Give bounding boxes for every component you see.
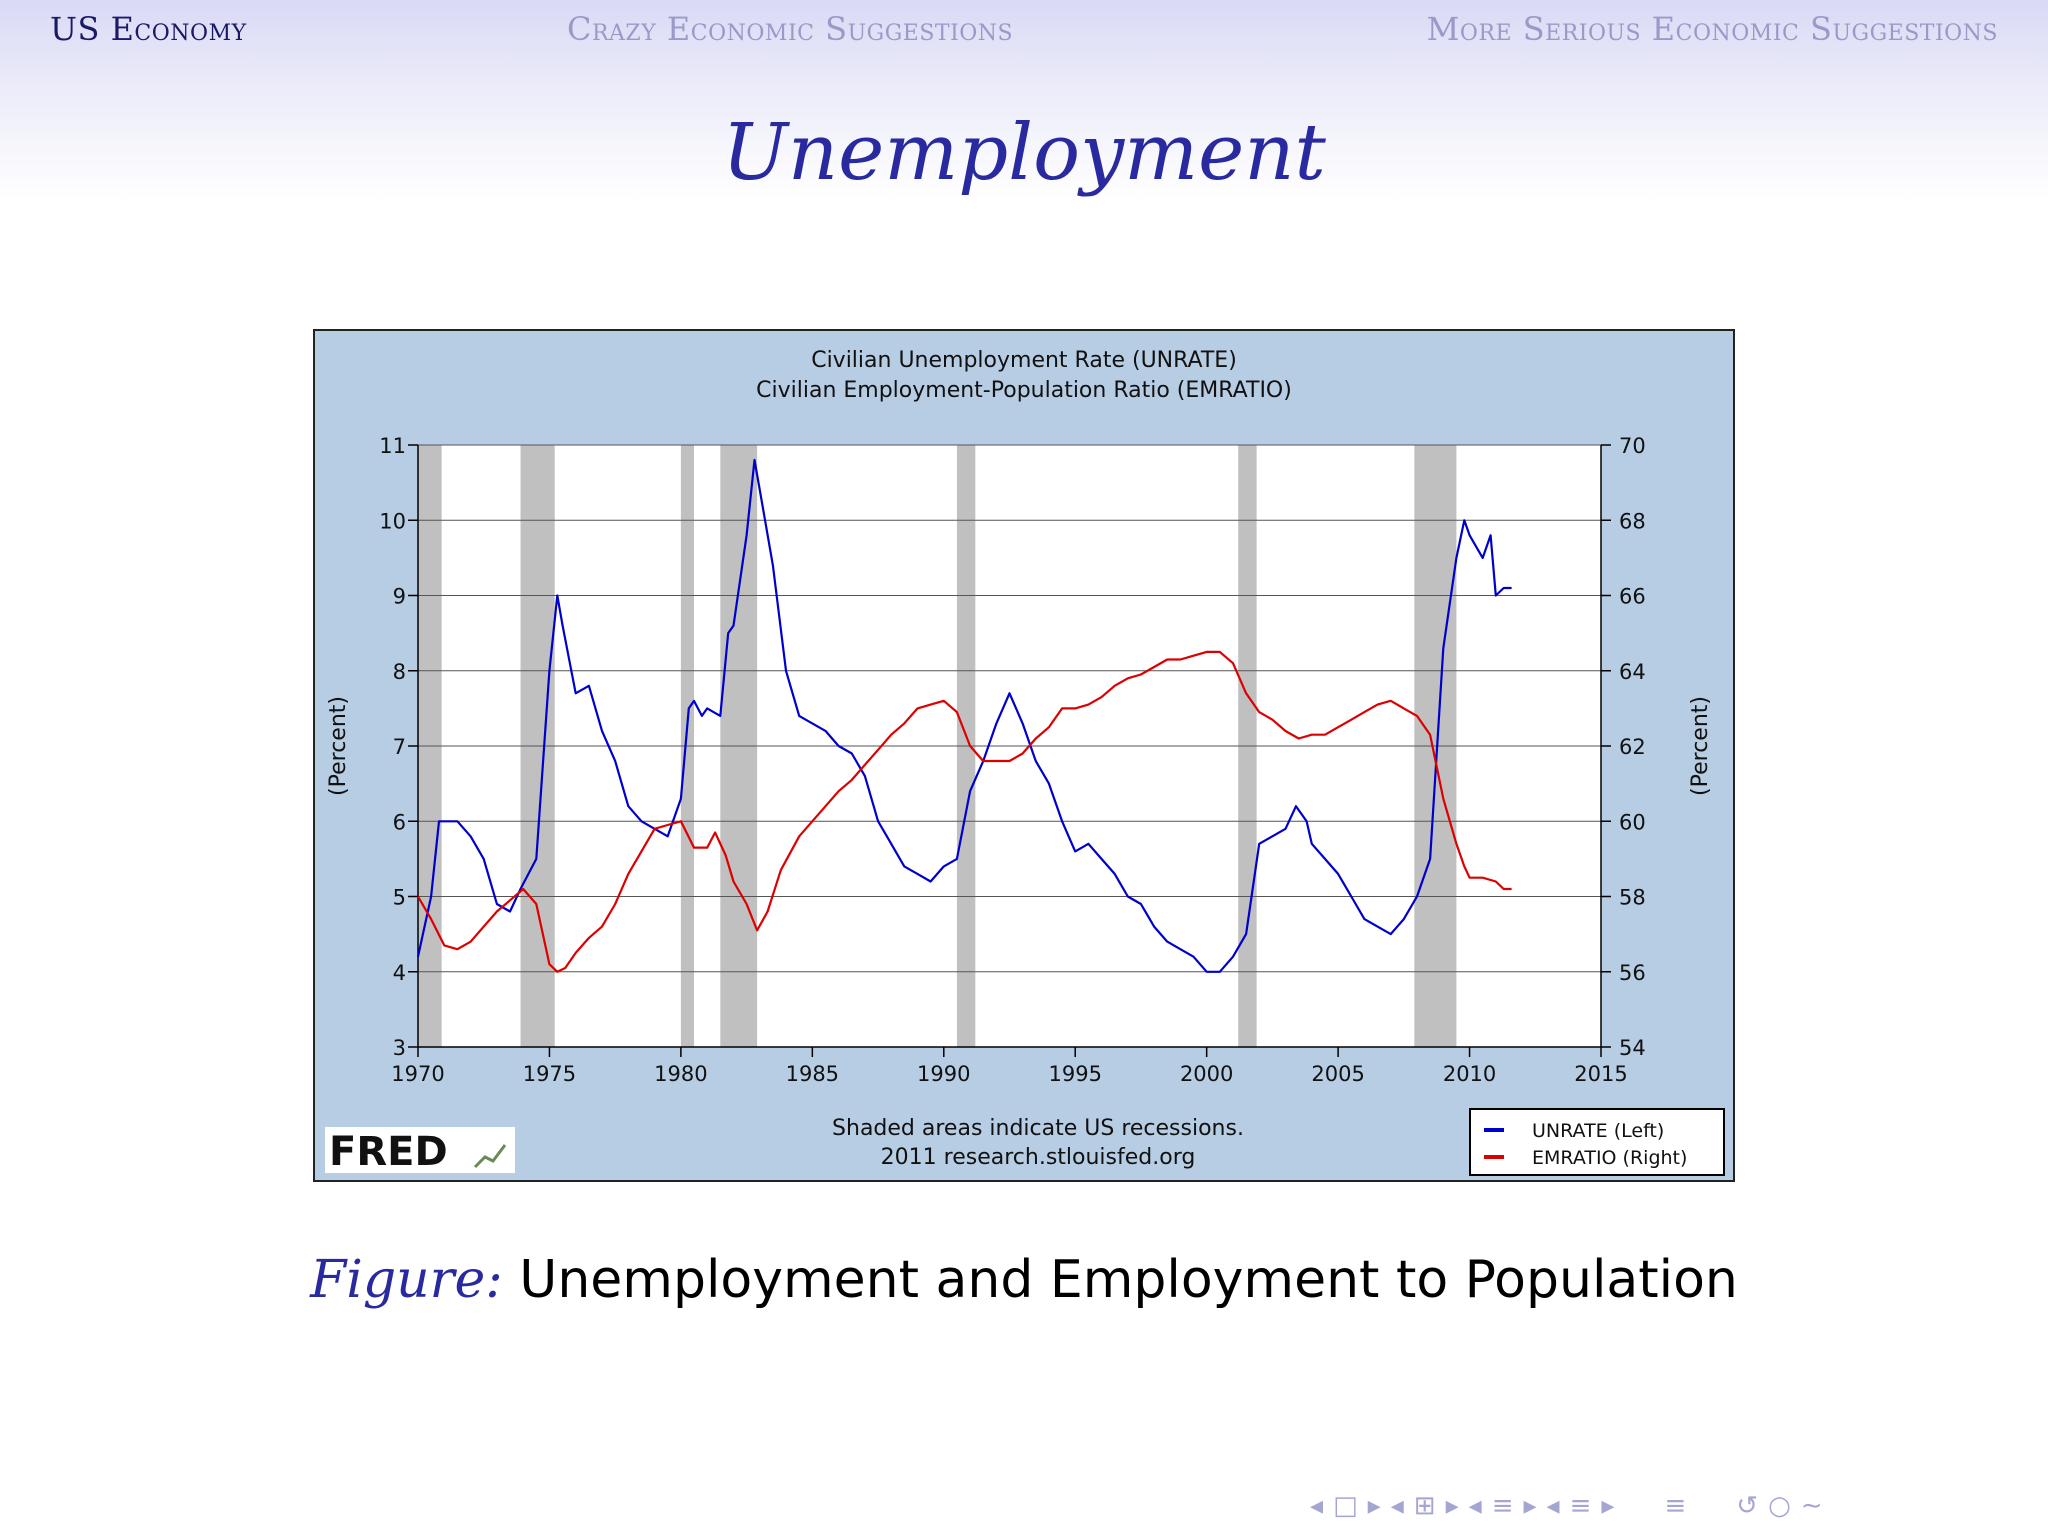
nav-next-icon[interactable]: ▸ xyxy=(1601,1491,1615,1521)
x-tick-label: 1985 xyxy=(786,1062,839,1086)
nav-section-more-serious-economic-suggestions[interactable]: More Serious Economic Suggestions xyxy=(1426,10,1998,48)
nav-zoom-icon[interactable]: ∼ xyxy=(1800,1491,1823,1521)
fred-chart: Civilian Unemployment Rate (UNRATE) Civil… xyxy=(325,348,1725,1176)
chart-title-line: Civilian Unemployment Rate (UNRATE) xyxy=(811,348,1237,373)
y-tick-label-left: 10 xyxy=(379,509,406,533)
x-tick-label: 2000 xyxy=(1180,1062,1233,1086)
slide-title: Unemployment xyxy=(722,108,1326,198)
nav-frame-icon[interactable]: □ xyxy=(1333,1491,1358,1521)
series-line-unrate xyxy=(416,458,1512,973)
y-tick-label-right: 70 xyxy=(1619,434,1646,458)
nav-section-icon[interactable]: ≡ xyxy=(1491,1491,1514,1521)
x-tick-label: 1975 xyxy=(523,1062,576,1086)
nav-subsection-icon[interactable]: ⊞ xyxy=(1413,1491,1436,1521)
series-line-emratio xyxy=(417,650,1512,973)
caption-text: Unemployment and Employment to Populatio… xyxy=(519,1250,1738,1310)
y-tick-label-left: 8 xyxy=(393,660,406,684)
nav-prev-icon[interactable]: ◂ xyxy=(1468,1491,1482,1521)
figure-caption: Figure: Unemployment and Employment to P… xyxy=(0,1250,2048,1310)
y-tick-label-left: 6 xyxy=(393,810,406,834)
nav-prev-icon[interactable]: ◂ xyxy=(1310,1491,1324,1521)
beamer-navigation-controls: ◂ □ ▸ ◂ ⊞ ▸ ◂ ≡ ▸ ◂ ≡ ▸ ≡ ↺ ○ ∼ xyxy=(1310,1488,2030,1524)
nav-prev-icon[interactable]: ◂ xyxy=(1390,1491,1404,1521)
legend-label: UNRATE (Left) xyxy=(1532,1120,1664,1142)
nav-back-icon[interactable]: ↺ xyxy=(1736,1491,1759,1521)
nav-next-icon[interactable]: ▸ xyxy=(1367,1491,1381,1521)
chart-footer-note: 2011 research.stlouisfed.org xyxy=(881,1145,1196,1170)
y-tick-label-right: 64 xyxy=(1619,660,1646,684)
x-tick-label: 2015 xyxy=(1574,1062,1627,1086)
chart-title-line: Civilian Employment-Population Ratio (EM… xyxy=(756,378,1292,403)
nav-section-crazy-economic-suggestions[interactable]: Crazy Economic Suggestions xyxy=(567,10,1014,48)
y-tick-label-right: 68 xyxy=(1619,509,1646,533)
fred-logo-bg xyxy=(325,1127,515,1173)
nav-prev-icon[interactable]: ◂ xyxy=(1546,1491,1560,1521)
nav-section-us-economy[interactable]: US Economy xyxy=(50,10,247,48)
y-tick-label-left: 7 xyxy=(393,735,406,759)
nav-toc-icon[interactable]: ≡ xyxy=(1664,1491,1687,1521)
y-tick-label-right: 60 xyxy=(1619,810,1646,834)
y-tick-label-right: 62 xyxy=(1619,735,1646,759)
fred-logo-graph-icon xyxy=(473,1144,507,1169)
x-tick-label: 2010 xyxy=(1443,1062,1496,1086)
header-bar: US Economy Crazy Economic Suggestions Mo… xyxy=(0,0,2048,200)
x-tick-label: 1990 xyxy=(917,1062,970,1086)
x-tick-label: 1980 xyxy=(654,1062,707,1086)
nav-search-icon[interactable]: ○ xyxy=(1768,1491,1791,1521)
y-tick-label-left: 9 xyxy=(393,585,406,609)
caption-label: Figure: xyxy=(310,1250,503,1310)
x-tick-label: 2005 xyxy=(1311,1062,1364,1086)
y-tick-label-left: 3 xyxy=(393,1036,406,1060)
y-tick-label-right: 58 xyxy=(1619,886,1646,910)
fred-logo-text: FRED xyxy=(329,1129,448,1175)
legend-box xyxy=(1469,1108,1725,1176)
legend-label: EMRATIO (Right) xyxy=(1532,1147,1687,1169)
y-tick-label-left: 11 xyxy=(379,434,406,458)
y-tick-label-left: 4 xyxy=(393,961,406,985)
nav-next-icon[interactable]: ▸ xyxy=(1523,1491,1537,1521)
y-tick-label-right: 56 xyxy=(1619,961,1646,985)
nav-next-icon[interactable]: ▸ xyxy=(1445,1491,1459,1521)
y-tick-label-right: 66 xyxy=(1619,585,1646,609)
nav-section-icon[interactable]: ≡ xyxy=(1569,1491,1592,1521)
chart-figure: Civilian Unemployment Rate (UNRATE) Civil… xyxy=(313,329,1735,1182)
y-tick-label-left: 5 xyxy=(393,886,406,910)
y-axis-label-right: (Percent) xyxy=(1688,696,1713,796)
x-tick-label: 1970 xyxy=(391,1062,444,1086)
chart-footer-note: Shaded areas indicate US recessions. xyxy=(832,1116,1244,1141)
y-axis-label-left: (Percent) xyxy=(326,696,351,796)
x-tick-label: 1995 xyxy=(1048,1062,1101,1086)
y-tick-label-right: 54 xyxy=(1619,1036,1646,1060)
